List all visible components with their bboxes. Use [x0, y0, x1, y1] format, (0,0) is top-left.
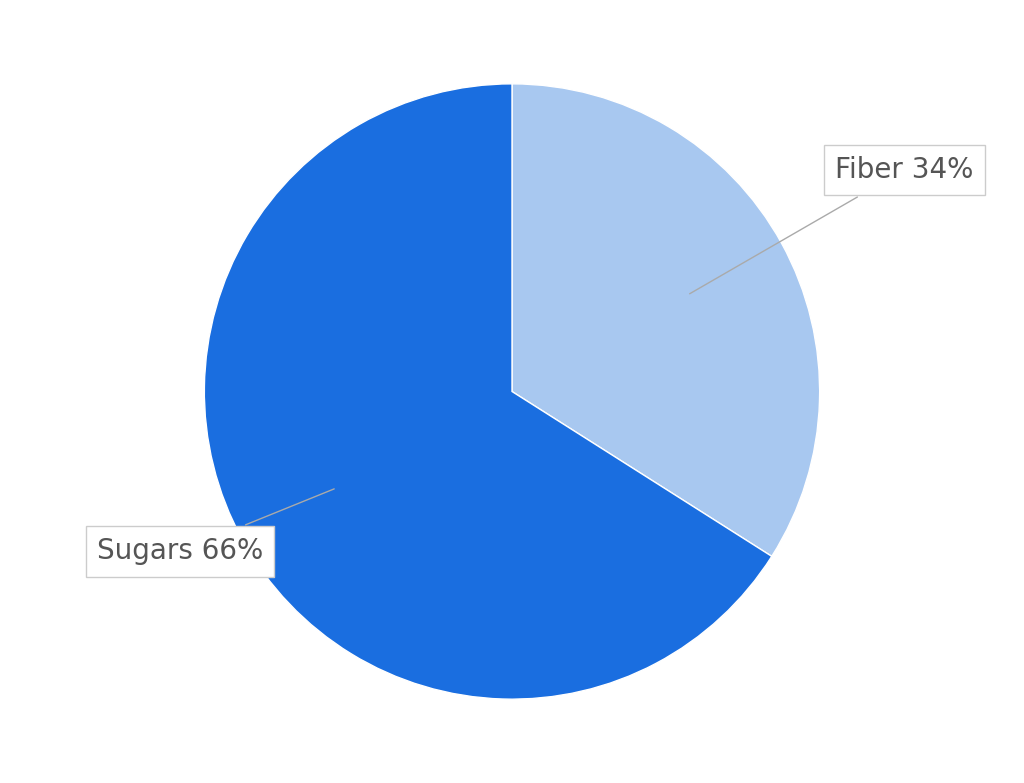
Wedge shape [512, 84, 819, 557]
Wedge shape [205, 84, 772, 699]
Text: Sugars 66%: Sugars 66% [96, 489, 334, 565]
Text: Fiber 34%: Fiber 34% [689, 156, 974, 294]
